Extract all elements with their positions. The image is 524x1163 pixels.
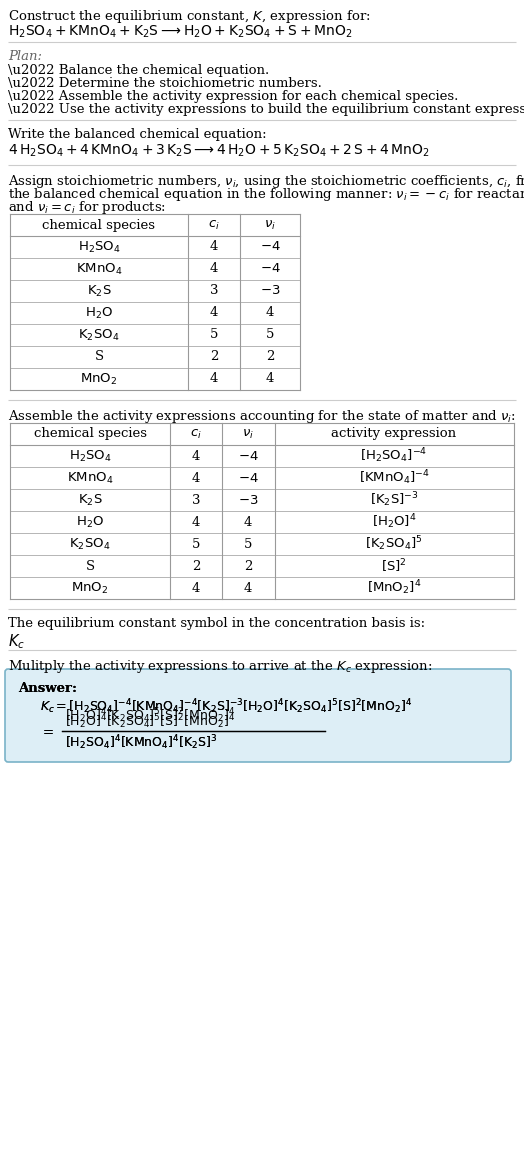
Text: $K_c = [\mathrm{H_2SO_4}]^{-4} [\mathrm{KMnO_4}]^{-4} [\mathrm{K_2S}]^{-3} [\mat: $K_c = [\mathrm{H_2SO_4}]^{-4} [\mathrm{… [40,697,412,715]
Text: S: S [94,350,104,364]
Text: $\mathrm{MnO_2}$: $\mathrm{MnO_2}$ [71,580,108,595]
Text: $\mathrm{K_2SO_4}$: $\mathrm{K_2SO_4}$ [69,536,111,551]
Text: $[\mathrm{KMnO_4}]^{-4}$: $[\mathrm{KMnO_4}]^{-4}$ [358,469,430,487]
Text: $\mathrm{H_2SO_4}$: $\mathrm{H_2SO_4}$ [78,240,121,255]
Text: 4: 4 [266,307,274,320]
Text: $[\mathrm{MnO_2}]^4$: $[\mathrm{MnO_2}]^4$ [367,579,421,598]
Text: $[\mathrm{H_2O}]^4 [\mathrm{K_2SO_4}]^5 [\mathrm{S}]^2 [\mathrm{MnO_2}]^4$: $[\mathrm{H_2O}]^4 [\mathrm{K_2SO_4}]^5 … [65,706,235,725]
Text: $\mathrm{KMnO_4}$: $\mathrm{KMnO_4}$ [76,262,122,277]
Text: Mulitply the activity expressions to arrive at the $K_c$ expression:: Mulitply the activity expressions to arr… [8,658,432,675]
Text: $[\mathrm{H_2SO_4}]^4 [\mathrm{KMnO_4}]^4 [\mathrm{K_2S}]^3$: $[\mathrm{H_2SO_4}]^4 [\mathrm{KMnO_4}]^… [65,733,217,751]
Text: activity expression: activity expression [332,428,456,441]
Text: $-3$: $-3$ [260,285,280,298]
Text: 4: 4 [192,450,200,463]
Text: 2: 2 [210,350,218,364]
Text: and $\nu_i = c_i$ for products:: and $\nu_i = c_i$ for products: [8,199,166,216]
Text: chemical species: chemical species [34,428,147,441]
Text: $[\mathrm{K_2SO_4}]^5$: $[\mathrm{K_2SO_4}]^5$ [365,535,423,554]
Text: 3: 3 [192,493,200,507]
Text: $[\mathrm{H_2O}]^4 [\mathrm{K_2SO_4}]^5 [\mathrm{S}]^2 [\mathrm{MnO_2}]^4$: $[\mathrm{H_2O}]^4 [\mathrm{K_2SO_4}]^5 … [65,712,235,732]
Text: $[\mathrm{S}]^2$: $[\mathrm{S}]^2$ [381,557,407,575]
Text: 4: 4 [210,241,218,254]
Text: 4: 4 [210,372,218,385]
Text: $[\mathrm{H_2SO_4}]^4 [\mathrm{KMnO_4}]^4 [\mathrm{K_2S}]^3$: $[\mathrm{H_2SO_4}]^4 [\mathrm{KMnO_4}]^… [65,733,217,751]
Text: 2: 2 [244,559,252,572]
Text: the balanced chemical equation in the following manner: $\nu_i = -c_i$ for react: the balanced chemical equation in the fo… [8,186,524,204]
Text: Construct the equilibrium constant, $K$, expression for:: Construct the equilibrium constant, $K$,… [8,8,370,24]
Text: 4: 4 [244,515,252,528]
Text: $[\mathrm{H_2O}]^4$: $[\mathrm{H_2O}]^4$ [372,513,416,531]
Text: $\nu_i$: $\nu_i$ [242,428,254,441]
Text: Assemble the activity expressions accounting for the state of matter and $\nu_i$: Assemble the activity expressions accoun… [8,408,516,424]
Text: $\mathrm{4\,H_2SO_4 + 4\,KMnO_4 + 3\,K_2S \longrightarrow 4\,H_2O + 5\,K_2SO_4 +: $\mathrm{4\,H_2SO_4 + 4\,KMnO_4 + 3\,K_2… [8,143,430,159]
Text: 4: 4 [244,582,252,594]
Text: Answer:: Answer: [18,682,77,695]
FancyBboxPatch shape [5,669,511,762]
Text: 5: 5 [244,537,252,550]
Text: $\mathrm{K_2S}$: $\mathrm{K_2S}$ [78,492,102,507]
Text: 4: 4 [192,582,200,594]
Text: $-4$: $-4$ [259,241,280,254]
Text: 4: 4 [210,307,218,320]
Text: \u2022 Balance the chemical equation.: \u2022 Balance the chemical equation. [8,64,269,77]
Text: $-4$: $-4$ [237,450,258,463]
Text: chemical species: chemical species [42,219,156,231]
Text: Assign stoichiometric numbers, $\nu_i$, using the stoichiometric coefficients, $: Assign stoichiometric numbers, $\nu_i$, … [8,173,524,190]
Text: $c_i$: $c_i$ [190,428,202,441]
Text: 5: 5 [210,328,218,342]
Text: 4: 4 [210,263,218,276]
Text: $-3$: $-3$ [238,493,258,507]
Text: Answer:: Answer: [18,682,77,695]
Text: $=$: $=$ [40,725,54,737]
Text: \u2022 Determine the stoichiometric numbers.: \u2022 Determine the stoichiometric numb… [8,77,322,90]
Text: 3: 3 [210,285,219,298]
Text: $=$: $=$ [40,725,54,737]
Text: $\mathrm{H_2SO_4}$: $\mathrm{H_2SO_4}$ [69,449,111,464]
Text: \u2022 Use the activity expressions to build the equilibrium constant expression: \u2022 Use the activity expressions to b… [8,104,524,116]
Text: $-4$: $-4$ [237,471,258,485]
Text: $c_i$: $c_i$ [208,219,220,231]
Text: \u2022 Assemble the activity expression for each chemical species.: \u2022 Assemble the activity expression … [8,90,458,104]
Text: 5: 5 [266,328,274,342]
Text: $[\mathrm{H_2SO_4}]^{-4}$: $[\mathrm{H_2SO_4}]^{-4}$ [361,447,428,465]
Text: Plan:: Plan: [8,50,42,63]
Text: The equilibrium constant symbol in the concentration basis is:: The equilibrium constant symbol in the c… [8,618,425,630]
Text: $\mathrm{KMnO_4}$: $\mathrm{KMnO_4}$ [67,471,113,485]
Text: $-4$: $-4$ [259,263,280,276]
Text: S: S [85,559,94,572]
Text: $K_c = [\mathrm{H_2SO_4}]^{-4} [\mathrm{KMnO_4}]^{-4} [\mathrm{K_2S}]^{-3} [\mat: $K_c = [\mathrm{H_2SO_4}]^{-4} [\mathrm{… [40,697,412,715]
Text: $\mathrm{H_2SO_4 + KMnO_4 + K_2S \longrightarrow H_2O + K_2SO_4 + S + MnO_2}$: $\mathrm{H_2SO_4 + KMnO_4 + K_2S \longri… [8,24,352,41]
Text: $\mathrm{H_2O}$: $\mathrm{H_2O}$ [76,514,104,529]
Text: 4: 4 [192,471,200,485]
Text: 4: 4 [192,515,200,528]
Text: Write the balanced chemical equation:: Write the balanced chemical equation: [8,128,267,141]
Text: $\mathrm{H_2O}$: $\mathrm{H_2O}$ [85,306,113,321]
Text: 2: 2 [192,559,200,572]
Text: 5: 5 [192,537,200,550]
Text: $[\mathrm{K_2S}]^{-3}$: $[\mathrm{K_2S}]^{-3}$ [369,491,419,509]
Text: $\mathrm{K_2S}$: $\mathrm{K_2S}$ [86,284,111,299]
Text: 4: 4 [266,372,274,385]
Text: 2: 2 [266,350,274,364]
Text: $\mathrm{MnO_2}$: $\mathrm{MnO_2}$ [80,371,118,386]
Text: $\mathrm{K_2SO_4}$: $\mathrm{K_2SO_4}$ [78,328,119,343]
Text: $K_c$: $K_c$ [8,632,25,651]
Text: $\nu_i$: $\nu_i$ [264,219,276,231]
